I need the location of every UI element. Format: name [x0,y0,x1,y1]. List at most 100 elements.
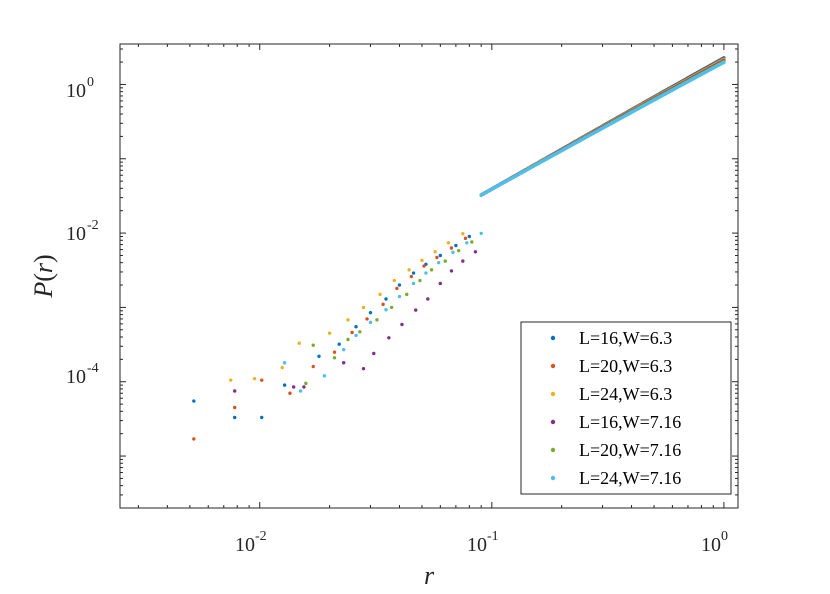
data-point [332,356,337,360]
data-point [411,281,416,286]
data-point [368,320,373,325]
x-tick-base: 10 [701,534,721,556]
y-tick-labels: 10 -4 10 -2 10 0 [66,75,99,388]
data-point [420,258,424,263]
data-point [361,366,366,371]
data-point [297,341,301,345]
data-point [282,383,287,387]
y-tick-label: 10 [66,366,86,388]
data-point [449,246,454,250]
data-point [298,389,303,393]
data-point [282,361,287,365]
data-point [470,240,474,244]
data-point [433,250,437,254]
data-point [463,236,468,241]
data-point [302,385,306,389]
data-point [291,385,296,389]
data-point [465,241,469,245]
data-point [414,308,418,312]
data-point [322,374,327,378]
data-point [280,365,284,370]
data-point [381,302,385,307]
y-tick-exponent: 0 [87,75,94,90]
x-tick-base: 10 [235,534,255,556]
data-point [232,415,237,420]
data-point [429,268,434,272]
data-point [451,250,455,255]
data-points [192,56,726,441]
y-tick-exponent: -2 [87,218,99,233]
data-point [346,318,350,322]
data-point [361,305,366,310]
y-axis-label-paren-close: ) [29,254,58,263]
data-point [365,317,369,321]
data-point [327,331,332,335]
legend-marker [550,475,556,481]
data-point [354,325,358,329]
data-point [467,234,472,239]
data-point [332,350,337,354]
legend: L=16,W=6.3 L=20,W=6.3 L=24,W=6.3 L=16,W=… [520,321,732,495]
data-point [358,330,362,334]
x-tick-base: 10 [467,534,487,556]
y-axis-label-main: P [29,282,58,299]
data-point [400,322,404,327]
data-point [346,337,350,342]
data-point [405,292,409,297]
data-point [392,278,396,283]
legend-marker [550,447,556,453]
data-point [438,253,443,258]
data-point [311,343,315,347]
data-point [384,297,388,301]
data-point [232,389,237,393]
data-point [372,351,376,356]
legend-marker [550,335,556,341]
x-tick-label: 10 [701,534,721,556]
data-point [397,283,402,287]
legend-label: L=20,W=6.3 [579,356,672,376]
data-point [418,278,422,283]
y-axis-label: P(r) [29,254,58,298]
data-point [479,231,483,236]
legend-label: L=20,W=7.16 [579,440,681,460]
data-point [461,232,465,236]
data-point [341,347,346,352]
data-point [304,381,308,386]
data-point [424,271,428,275]
data-point [252,376,257,381]
data-point [461,259,465,263]
x-tick-exponent: -1 [487,529,499,544]
x-tick-exponent: -2 [255,529,267,544]
legend-label: L=16,W=6.3 [579,328,672,348]
data-point [229,378,233,382]
data-point [260,415,264,420]
legend-box [520,321,732,495]
data-point [449,269,454,273]
data-point [368,310,373,315]
data-point [395,286,399,291]
plot-frame [119,43,739,509]
data-point [422,264,426,268]
legend-marker [550,419,556,425]
data-point [457,248,461,253]
data-point [435,255,439,260]
data-point [354,333,358,338]
data-point [438,281,443,286]
x-tick-label: 10 [467,534,487,556]
data-point [436,260,441,265]
data-point [378,292,382,297]
y-axis-label-paren-open: ( [29,273,58,282]
data-point [407,268,411,272]
x-tick-labels: 10 -2 10 -1 10 0 [235,529,728,556]
data-point [232,405,237,410]
legend-marker [550,363,556,369]
data-point [389,305,394,310]
legend-label: L=24,W=6.3 [579,384,672,404]
x-tick-label: 10 [235,534,255,556]
data-point [454,243,458,248]
data-point [311,364,315,369]
data-point [446,241,451,245]
data-point [341,361,346,365]
y-tick-label: 10 [66,80,86,102]
